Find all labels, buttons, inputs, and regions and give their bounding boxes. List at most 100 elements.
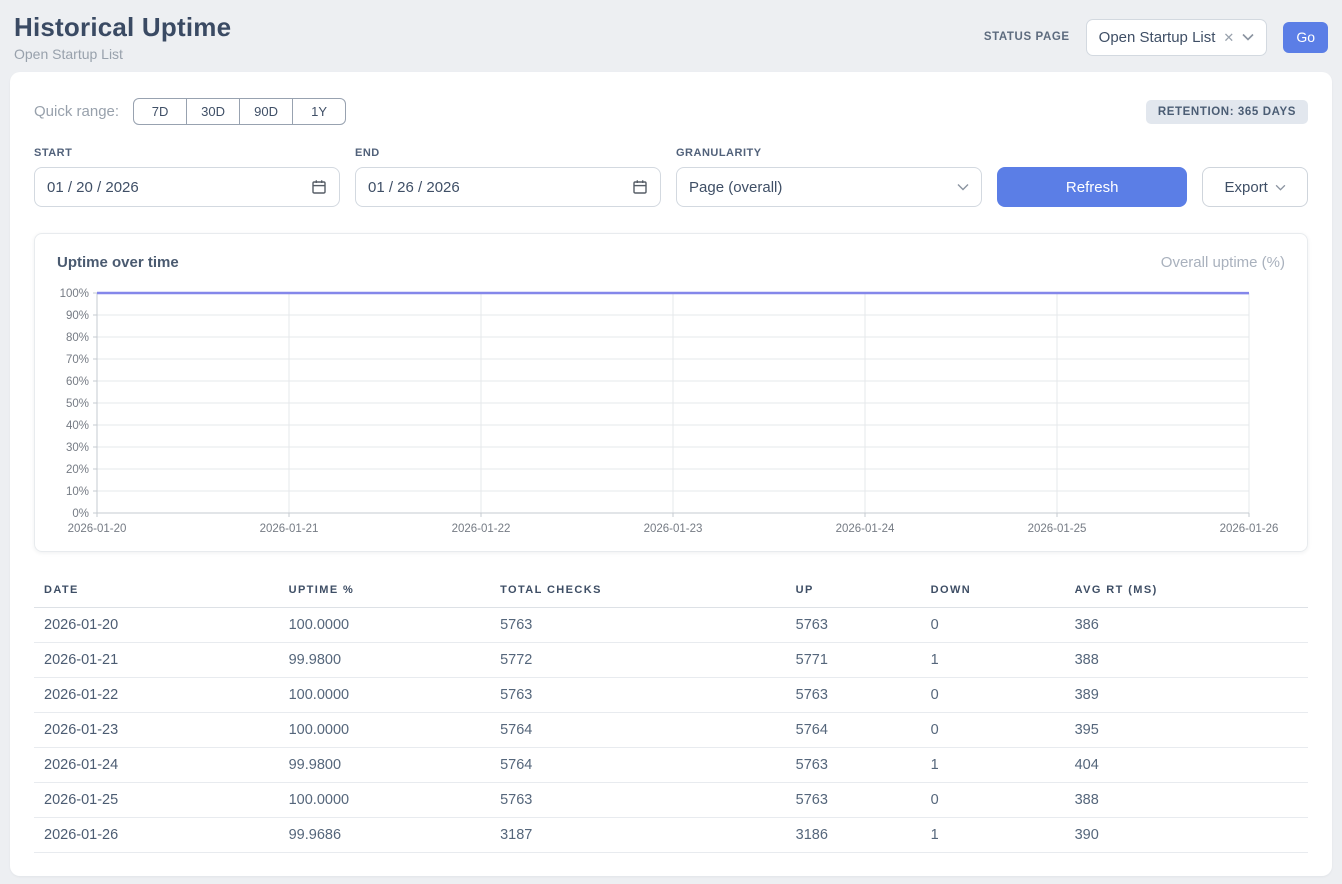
granularity-field: GRANULARITY Page (overall) [676,147,982,207]
status-page-selected-value: Open Startup List [1099,29,1216,46]
calendar-icon[interactable] [632,179,648,195]
table-cell: 5772 [490,643,786,678]
svg-text:2026-01-22: 2026-01-22 [452,523,511,535]
page-header: Historical Uptime Open Startup List STAT… [0,0,1342,72]
table-cell: 99.9800 [279,643,490,678]
retention-badge: RETENTION: 365 DAYS [1146,100,1308,124]
svg-text:80%: 80% [66,332,89,344]
table-cell: 100.0000 [279,608,490,643]
table-cell: 3186 [786,818,921,853]
table-cell: 388 [1065,783,1308,818]
controls-row: START END GRANULARITY Page (overall) [34,147,1308,207]
quick-range-1y-button[interactable]: 1Y [292,98,346,125]
table-cell: 99.9800 [279,748,490,783]
column-header: AVG RT (MS) [1065,578,1308,608]
table-cell: 5764 [490,748,786,783]
table-cell: 5763 [490,678,786,713]
table-row: 2026-01-22100.0000576357630389 [34,678,1308,713]
quick-range-label: Quick range: [34,103,119,120]
svg-text:2026-01-21: 2026-01-21 [260,523,319,535]
svg-text:90%: 90% [66,310,89,322]
table-cell: 0 [921,678,1065,713]
go-button[interactable]: Go [1283,22,1328,53]
table-cell: 100.0000 [279,713,490,748]
start-date-input[interactable] [47,179,267,196]
quick-range-7d-button[interactable]: 7D [133,98,187,125]
table-cell: 2026-01-26 [34,818,279,853]
status-page-label: STATUS PAGE [984,31,1070,43]
chevron-down-icon [957,183,969,191]
start-date-box[interactable] [34,167,340,207]
clear-icon[interactable]: ✕ [1223,31,1234,44]
svg-text:10%: 10% [66,486,89,498]
table-cell: 1 [921,818,1065,853]
export-button[interactable]: Export [1202,167,1308,207]
table-cell: 395 [1065,713,1308,748]
svg-text:2026-01-26: 2026-01-26 [1220,523,1279,535]
table-cell: 5764 [490,713,786,748]
svg-text:2026-01-23: 2026-01-23 [644,523,703,535]
end-field: END [355,147,661,207]
chart-legend: Overall uptime (%) [1161,254,1285,271]
table-cell: 100.0000 [279,678,490,713]
end-date-box[interactable] [355,167,661,207]
svg-text:0%: 0% [72,508,89,520]
chart-header: Uptime over time Overall uptime (%) [51,254,1291,285]
svg-text:2026-01-24: 2026-01-24 [836,523,895,535]
start-label: START [34,147,340,159]
table-cell: 5763 [786,783,921,818]
table-cell: 386 [1065,608,1308,643]
page-title: Historical Uptime [14,12,231,43]
table-cell: 5764 [786,713,921,748]
start-field: START [34,147,340,207]
table-cell: 3187 [490,818,786,853]
table-cell: 2026-01-23 [34,713,279,748]
table-cell: 5771 [786,643,921,678]
table-cell: 388 [1065,643,1308,678]
table-cell: 404 [1065,748,1308,783]
table-cell: 389 [1065,678,1308,713]
table-row: 2026-01-2499.9800576457631404 [34,748,1308,783]
svg-text:2026-01-25: 2026-01-25 [1028,523,1087,535]
table-row: 2026-01-25100.0000576357630388 [34,783,1308,818]
table-cell: 2026-01-21 [34,643,279,678]
table-cell: 390 [1065,818,1308,853]
table-row: 2026-01-2199.9800577257711388 [34,643,1308,678]
refresh-button[interactable]: Refresh [997,167,1187,207]
title-block: Historical Uptime Open Startup List [14,12,231,62]
table-header-row: DATEUPTIME %TOTAL CHECKSUPDOWNAVG RT (MS… [34,578,1308,608]
table-cell: 2026-01-22 [34,678,279,713]
granularity-select[interactable]: Page (overall) [676,167,982,207]
end-date-input[interactable] [368,179,588,196]
table-cell: 0 [921,608,1065,643]
svg-text:70%: 70% [66,354,89,366]
table-cell: 5763 [786,678,921,713]
quick-range-90d-button[interactable]: 90D [239,98,293,125]
uptime-table: DATEUPTIME %TOTAL CHECKSUPDOWNAVG RT (MS… [34,578,1308,853]
table-cell: 0 [921,783,1065,818]
table-cell: 100.0000 [279,783,490,818]
chevron-down-icon [1242,33,1254,41]
calendar-icon[interactable] [311,179,327,195]
granularity-selected-value: Page (overall) [689,179,782,196]
table-cell: 0 [921,713,1065,748]
header-controls: STATUS PAGE Open Startup List ✕ Go [984,19,1328,56]
column-header: TOTAL CHECKS [490,578,786,608]
quick-range-30d-button[interactable]: 30D [186,98,240,125]
svg-text:60%: 60% [66,376,89,388]
table-row: 2026-01-2699.9686318731861390 [34,818,1308,853]
export-button-label: Export [1225,179,1268,196]
column-header: UP [786,578,921,608]
svg-text:20%: 20% [66,464,89,476]
table-cell: 5763 [490,608,786,643]
svg-text:2026-01-20: 2026-01-20 [68,523,127,535]
page-subtitle: Open Startup List [14,46,231,62]
table-cell: 5763 [786,748,921,783]
column-header: DOWN [921,578,1065,608]
end-label: END [355,147,661,159]
main-card: Quick range: 7D 30D 90D 1Y RETENTION: 36… [10,72,1332,876]
chart-title: Uptime over time [57,254,179,271]
table-cell: 1 [921,748,1065,783]
table-cell: 5763 [786,608,921,643]
status-page-select[interactable]: Open Startup List ✕ [1086,19,1268,56]
